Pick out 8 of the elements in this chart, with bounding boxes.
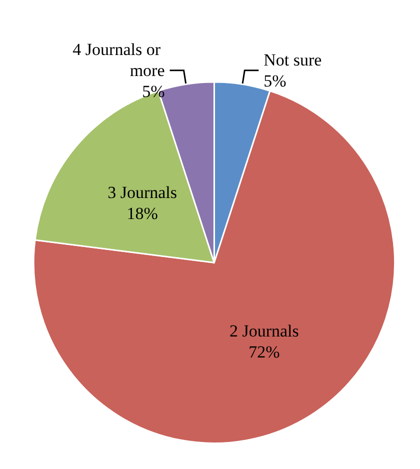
slice-label: 3 Journals	[108, 183, 178, 202]
data-label: 72%	[248, 342, 280, 362]
data-label: 5%	[142, 82, 165, 101]
data-label: 18%	[126, 204, 158, 224]
slice-label: Not sure	[264, 50, 322, 70]
data-label: 5%	[264, 71, 286, 90]
slice-label: 4 Journals or more	[72, 40, 165, 80]
slice-label: 2 Journals	[229, 321, 299, 340]
